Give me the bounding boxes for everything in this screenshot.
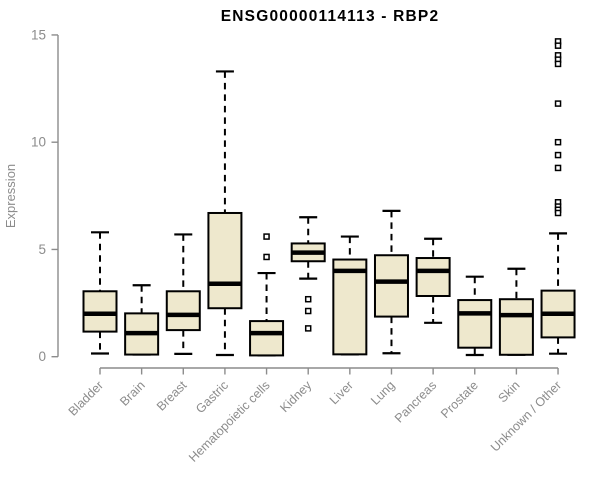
outlier-point (554, 164, 562, 172)
outlier-point (554, 138, 562, 146)
iqr-box (457, 299, 493, 349)
outlier-point (554, 60, 562, 68)
x-category-label: Liver (327, 378, 356, 407)
x-category-label: Unknown / Other (488, 378, 564, 454)
boxplot-brain (124, 284, 160, 356)
y-tick-label: 0 (38, 349, 46, 364)
x-category-label: Hematopoietic cells (186, 378, 273, 465)
iqr-box (332, 258, 368, 356)
x-category-label: Breast (154, 378, 190, 414)
iqr-box (498, 298, 534, 356)
iqr-box (249, 320, 285, 357)
boxplot-pancreas (415, 237, 451, 324)
chart-title: ENSG00000114113 - RBP2 (221, 8, 440, 25)
x-category-label: Gastric (193, 378, 231, 416)
x-category-label: Prostate (438, 378, 481, 421)
outlier-point (554, 209, 562, 217)
outlier-point (263, 253, 270, 261)
boxplot-lung (373, 209, 409, 355)
boxplot-prostate (457, 275, 493, 357)
y-tick-label: 15 (31, 27, 46, 42)
outlier-point (554, 100, 562, 107)
iqr-box (373, 254, 409, 318)
iqr-box (82, 290, 118, 333)
boxplot-liver (332, 235, 368, 356)
y-tick-label: 5 (38, 242, 46, 257)
boxes (82, 38, 576, 357)
iqr-box (415, 257, 451, 297)
x-category-label: Bladder (66, 378, 106, 418)
x-category-label: Kidney (277, 378, 314, 415)
x-category-label: Skin (495, 378, 522, 405)
x-category-label: Brain (117, 378, 148, 409)
boxplot-skin (498, 267, 534, 356)
outlier-point (554, 42, 562, 49)
outlier-point (554, 151, 562, 159)
x-category-label: Lung (368, 378, 398, 408)
boxplot-bladder (82, 231, 118, 355)
boxplot-unknown-other (540, 38, 576, 355)
outlier-point (304, 307, 312, 315)
boxplot-gastric (207, 70, 243, 357)
outlier-point (263, 233, 270, 240)
iqr-box (165, 290, 201, 332)
iqr-box (207, 211, 243, 310)
boxplot-breast (165, 233, 201, 356)
boxplot-hematopoietic-cells (249, 233, 285, 357)
y-axis-title: Expression (3, 164, 18, 228)
y-tick-label: 10 (31, 135, 46, 150)
boxplot-kidney (290, 216, 326, 332)
x-category-label: Pancreas (392, 378, 439, 425)
outlier-point (304, 295, 312, 303)
outlier-point (304, 325, 312, 332)
